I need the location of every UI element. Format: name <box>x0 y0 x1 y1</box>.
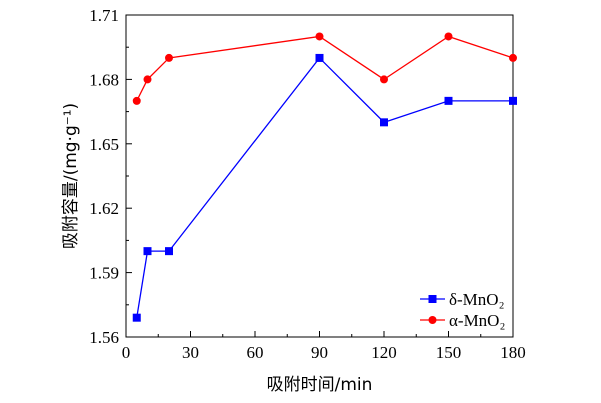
x-tick-label: 30 <box>182 343 199 362</box>
y-tick-label: 1.65 <box>89 135 119 154</box>
legend-label: α-MnO₂ <box>449 311 505 330</box>
y-tick-label: 1.71 <box>89 6 119 25</box>
series-1 <box>132 32 517 105</box>
data-point <box>444 32 453 41</box>
y-tick-label: 1.62 <box>89 199 119 218</box>
data-point <box>315 53 324 62</box>
data-point <box>143 75 152 84</box>
ticks: 0 30 60 90 120 150 180 1.56 1.59 1.62 1.65 1.68 1.71 <box>89 6 526 362</box>
data-point <box>132 96 141 105</box>
y-tick-label: 1.59 <box>89 264 119 283</box>
legend-marker <box>428 316 437 324</box>
x-tick-label: 90 <box>311 343 328 362</box>
legend-item: δ-MnO₂ <box>420 290 505 309</box>
y-tick-label: 1.56 <box>89 328 119 347</box>
data-point <box>509 96 517 105</box>
data-point <box>315 32 324 41</box>
data-point <box>444 96 453 105</box>
y-tick-label: 1.68 <box>89 70 119 89</box>
x-tick-label: 150 <box>436 343 462 362</box>
x-axis-label: 吸附时间/min <box>267 375 373 395</box>
x-tick-label: 0 <box>122 343 131 362</box>
legend-item: α-MnO₂ <box>420 311 505 330</box>
x-tick-label: 60 <box>247 343 264 362</box>
legend: δ-MnO₂ α-MnO₂ <box>420 290 505 330</box>
data-point <box>509 53 517 62</box>
plot-frame <box>125 14 514 338</box>
data-point <box>380 118 388 127</box>
legend-label: δ-MnO₂ <box>449 290 505 309</box>
series-line <box>136 56 513 318</box>
data-point <box>380 75 388 84</box>
data-point <box>132 313 141 322</box>
x-tick-label: 120 <box>371 343 397 362</box>
series-group <box>132 32 517 322</box>
data-point <box>165 247 173 256</box>
data-point <box>165 53 173 62</box>
y-axis-label: 吸附容量/(mg·g⁻¹) <box>61 103 81 249</box>
series-0 <box>132 53 517 322</box>
legend-marker <box>428 295 437 303</box>
x-tick-label: 180 <box>500 343 526 362</box>
series-line <box>136 35 514 102</box>
data-point <box>143 247 152 256</box>
axes <box>125 14 514 338</box>
